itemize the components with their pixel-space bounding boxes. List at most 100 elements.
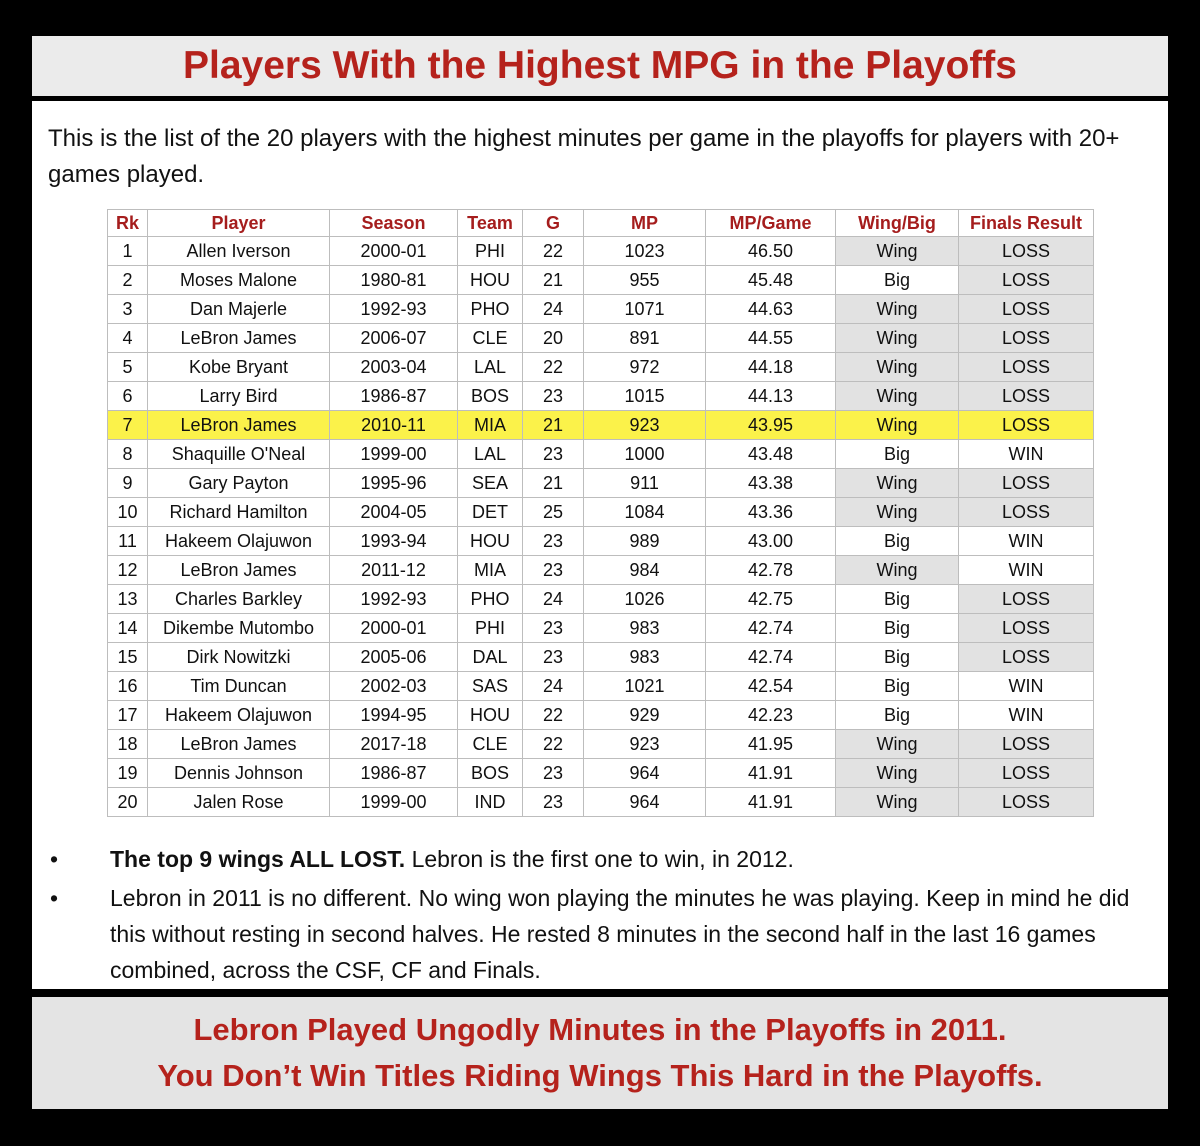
table-cell: Larry Bird [147,381,330,411]
table-cell: 22 [522,236,584,266]
table-cell: WIN [958,439,1094,469]
table-cell: LOSS [958,323,1094,353]
table-row: 8 Shaquille O'Neal 1999-00 LAL 23 1000 43.48 Bi… [107,439,1094,469]
table-cell: 12 [107,555,148,585]
table-row: 9 Gary Payton 1995-96 SEA 21 911 43.38 Wing LOSS [107,468,1094,498]
table-cell: Hakeem Olajuwon [147,700,330,730]
table-cell: LOSS [958,613,1094,643]
table-row: 12 LeBron James 2011-12 MIA 23 984 42.78 Wing WI… [107,555,1094,585]
table-cell: LOSS [958,352,1094,382]
stats-table: Rk Player Season Team G MP MP/Game Wing/Big Fina… [107,209,1094,817]
table-cell: Wing [835,381,959,411]
table-cell: Wing [835,352,959,382]
table-cell: DAL [457,642,523,672]
table-cell: 22 [522,700,584,730]
table-cell: 14 [107,613,148,643]
table-cell: LAL [457,352,523,382]
table-row: 3 Dan Majerle 1992-93 PHO 24 1071 44.63 Wing LOS… [107,294,1094,324]
table-cell: SEA [457,468,523,498]
table-cell: 43.36 [705,497,836,527]
table-cell: 1023 [583,236,706,266]
table-cell: Charles Barkley [147,584,330,614]
table-cell: HOU [457,700,523,730]
content: This is the list of the 20 players with … [32,101,1168,989]
table-cell: 18 [107,729,148,759]
column-header: G [522,209,584,237]
table-cell: 10 [107,497,148,527]
table-cell: 1986-87 [329,758,458,788]
header-row: Rk Player Season Team G MP MP/Game Wing/Big Fina… [107,209,1094,237]
table-row: 17 Hakeem Olajuwon 1994-95 HOU 22 929 42.23 Big… [107,700,1094,730]
table-cell: 24 [522,294,584,324]
table-cell: 1980-81 [329,265,458,295]
table-row: 14 Dikembe Mutombo 2000-01 PHI 23 983 42.74 Big… [107,613,1094,643]
table-cell: 5 [107,352,148,382]
table-cell: 891 [583,323,706,353]
table-cell: 25 [522,497,584,527]
table-cell: 13 [107,584,148,614]
table-cell: Wing [835,294,959,324]
table-cell: Dirk Nowitzki [147,642,330,672]
table-cell: 1084 [583,497,706,527]
table-row: 20 Jalen Rose 1999-00 IND 23 964 41.91 Wing LOSS [107,787,1094,817]
column-header: Team [457,209,523,237]
table-cell: 44.55 [705,323,836,353]
column-header: Season [329,209,458,237]
table-cell: Kobe Bryant [147,352,330,382]
table-cell: Dan Majerle [147,294,330,324]
table-row: 10 Richard Hamilton 2004-05 DET 25 1084 43.36 W… [107,497,1094,527]
table-cell: HOU [457,265,523,295]
table-cell: 42.74 [705,642,836,672]
table-cell: 19 [107,758,148,788]
table-cell: 4 [107,323,148,353]
table-cell: Gary Payton [147,468,330,498]
table-cell: 1 [107,236,148,266]
table-row: 7 LeBron James 2010-11 MIA 21 923 43.95 Wing LOS… [107,410,1094,440]
column-header: Rk [107,209,148,237]
table-cell: 11 [107,526,148,556]
table-cell: 2000-01 [329,236,458,266]
table-row: 13 Charles Barkley 1992-93 PHO 24 1026 42.75 Bi… [107,584,1094,614]
table-cell: LeBron James [147,410,330,440]
column-header: Player [147,209,330,237]
table-cell: 46.50 [705,236,836,266]
table-row: 11 Hakeem Olajuwon 1993-94 HOU 23 989 43.00 Big… [107,526,1094,556]
table-cell: Big [835,526,959,556]
intro: This is the list of the 20 players with … [48,125,1120,188]
table-cell: 3 [107,294,148,324]
table-cell: Wing [835,497,959,527]
table-cell: 964 [583,787,706,817]
table-cell: BOS [457,758,523,788]
table-cell: 1999-00 [329,787,458,817]
table-cell: 1992-93 [329,584,458,614]
table-cell: Wing [835,410,959,440]
table-cell: Wing [835,758,959,788]
bullet-list: The top 9 wings ALL LOST. Lebron is the … [50,841,1150,991]
table-cell: 43.95 [705,410,836,440]
table-cell: CLE [457,323,523,353]
table-cell: 21 [522,410,584,440]
table-cell: 1015 [583,381,706,411]
table-cell: MIA [457,410,523,440]
table-row: 16 Tim Duncan 2002-03 SAS 24 1021 42.54 Big WIN [107,671,1094,701]
table-cell: LAL [457,439,523,469]
table-cell: 2017-18 [329,729,458,759]
table-row: 4 LeBron James 2006-07 CLE 20 891 44.55 Wing LOS… [107,323,1094,353]
table-cell: 23 [522,642,584,672]
table-cell: 2010-11 [329,410,458,440]
table-cell: LOSS [958,497,1094,527]
table-cell: CLE [457,729,523,759]
column-header: Finals Result [958,209,1094,237]
table-cell: 2002-03 [329,671,458,701]
column-header: MP [583,209,706,237]
table-cell: LOSS [958,468,1094,498]
table-cell: WIN [958,700,1094,730]
column-header: Wing/Big [835,209,959,237]
table-cell: 16 [107,671,148,701]
table-cell: 42.74 [705,613,836,643]
table-cell: 17 [107,700,148,730]
table-cell: 6 [107,381,148,411]
table-cell: Big [835,439,959,469]
title: Players With the Highest MPG in the Play… [183,44,1017,87]
table-row: 5 Kobe Bryant 2003-04 LAL 22 972 44.18 Wing LOSS [107,352,1094,382]
